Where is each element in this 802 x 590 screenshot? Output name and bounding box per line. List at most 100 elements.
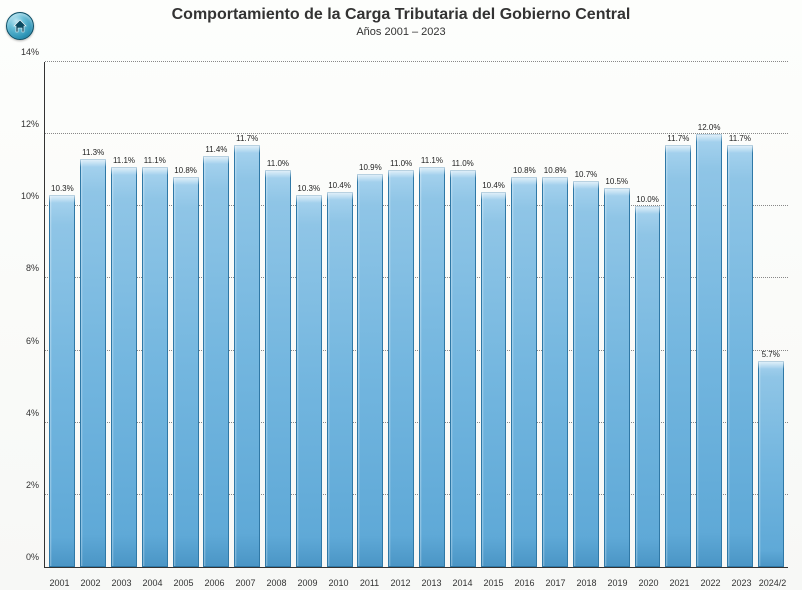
bar-value-label: 10.8% xyxy=(544,166,567,175)
x-tick-label: 2020 xyxy=(633,578,664,588)
x-tick-label: 2001 xyxy=(44,578,75,588)
y-tick-label: 8% xyxy=(26,263,45,273)
bar-slot: 11.1% xyxy=(139,62,170,567)
x-tick-label: 2021 xyxy=(664,578,695,588)
bar-value-label: 11.4% xyxy=(205,145,227,154)
bar-slot: 10.7% xyxy=(571,62,602,567)
y-tick-label: 12% xyxy=(21,119,45,129)
bar-value-label: 10.4% xyxy=(482,181,505,190)
bar-value-label: 11.7% xyxy=(236,134,258,143)
x-tick-label: 2015 xyxy=(478,578,509,588)
bar: 10.8% xyxy=(173,177,199,567)
bar: 10.4% xyxy=(327,192,353,567)
bar-slot: 10.3% xyxy=(293,62,324,567)
bar-value-label: 5.7% xyxy=(762,350,780,359)
bar-value-label: 12.0% xyxy=(698,123,721,132)
bar-value-label: 10.9% xyxy=(359,163,382,172)
bar-slot: 11.3% xyxy=(78,62,109,567)
bar-slot: 10.8% xyxy=(170,62,201,567)
bar-slot: 12.0% xyxy=(694,62,725,567)
y-tick-label: 2% xyxy=(26,480,45,490)
bar-value-label: 11.7% xyxy=(667,134,689,143)
bar-value-label: 11.1% xyxy=(144,156,166,165)
x-tick-label: 2023 xyxy=(726,578,757,588)
home-icon[interactable] xyxy=(6,12,34,40)
bar: 11.7% xyxy=(665,145,691,567)
bar-slot: 11.1% xyxy=(109,62,140,567)
x-tick-label: 2022 xyxy=(695,578,726,588)
chart-subtitle: Años 2001 – 2023 xyxy=(0,26,802,38)
bar-slot: 10.5% xyxy=(601,62,632,567)
bar-slot: 10.0% xyxy=(632,62,663,567)
bar: 11.7% xyxy=(234,145,260,567)
bar: 10.4% xyxy=(481,192,507,567)
x-tick-label: 2017 xyxy=(540,578,571,588)
bar: 5.7% xyxy=(758,361,784,567)
x-tick-label: 2004 xyxy=(137,578,168,588)
x-tick-label: 2008 xyxy=(261,578,292,588)
bar-slot: 11.0% xyxy=(447,62,478,567)
bar-slot: 11.0% xyxy=(386,62,417,567)
y-tick-label: 14% xyxy=(21,47,45,57)
bar-value-label: 10.7% xyxy=(575,170,598,179)
bar-value-label: 11.1% xyxy=(421,156,443,165)
bar: 10.8% xyxy=(511,177,537,567)
bar-slot: 10.4% xyxy=(324,62,355,567)
bar: 11.1% xyxy=(111,167,137,567)
x-tick-label: 2010 xyxy=(323,578,354,588)
chart-plot-area: 0%2%4%6%8%10%12%14%10.3%11.3%11.1%11.1%1… xyxy=(44,62,788,568)
bar-value-label: 10.5% xyxy=(605,177,628,186)
bar-slot: 10.3% xyxy=(47,62,78,567)
bar-value-label: 11.3% xyxy=(82,148,104,157)
bar-value-label: 10.4% xyxy=(328,181,351,190)
bar: 11.3% xyxy=(80,159,106,567)
bar-slot: 11.4% xyxy=(201,62,232,567)
bar: 11.1% xyxy=(419,167,445,567)
chart-title: Comportamiento de la Carga Tributaria de… xyxy=(0,6,802,24)
x-tick-label: 2016 xyxy=(509,578,540,588)
bar-slot: 11.7% xyxy=(725,62,756,567)
bar-value-label: 11.0% xyxy=(267,159,289,168)
bar-slot: 10.9% xyxy=(355,62,386,567)
bar: 11.1% xyxy=(142,167,168,567)
bar-slot: 11.0% xyxy=(263,62,294,567)
bar: 11.0% xyxy=(388,170,414,567)
bar: 10.0% xyxy=(635,206,661,567)
x-tick-label: 2002 xyxy=(75,578,106,588)
x-tick-label: 2007 xyxy=(230,578,261,588)
bar: 10.3% xyxy=(296,195,322,567)
bar-value-label: 11.0% xyxy=(390,159,412,168)
bar: 10.5% xyxy=(604,188,630,567)
bar-value-label: 10.3% xyxy=(297,184,320,193)
x-tick-label: 2003 xyxy=(106,578,137,588)
x-tick-label: 2006 xyxy=(199,578,230,588)
bar: 11.4% xyxy=(203,156,229,567)
x-tick-label: 2024/2 xyxy=(757,578,788,588)
x-tick-label: 2011 xyxy=(354,578,385,588)
x-tick-label: 2009 xyxy=(292,578,323,588)
bar-value-label: 10.8% xyxy=(513,166,536,175)
bar: 12.0% xyxy=(696,134,722,567)
x-tick-label: 2012 xyxy=(385,578,416,588)
x-tick-label: 2013 xyxy=(416,578,447,588)
bar-value-label: 10.0% xyxy=(636,195,659,204)
bar-slot: 10.4% xyxy=(478,62,509,567)
bar-slot: 10.8% xyxy=(509,62,540,567)
home-glyph xyxy=(12,18,28,34)
y-tick-label: 6% xyxy=(26,336,45,346)
y-tick-label: 10% xyxy=(21,191,45,201)
bar: 10.9% xyxy=(357,174,383,567)
x-tick-label: 2005 xyxy=(168,578,199,588)
bar-value-label: 11.7% xyxy=(729,134,751,143)
bars-container: 10.3%11.3%11.1%11.1%10.8%11.4%11.7%11.0%… xyxy=(45,62,788,567)
bar: 11.7% xyxy=(727,145,753,567)
x-tick-label: 2019 xyxy=(602,578,633,588)
bar: 10.8% xyxy=(542,177,568,567)
bar: 11.0% xyxy=(265,170,291,567)
bar: 11.0% xyxy=(450,170,476,567)
bar: 10.7% xyxy=(573,181,599,567)
bar-value-label: 11.0% xyxy=(452,159,474,168)
bar-slot: 11.7% xyxy=(663,62,694,567)
x-tick-label: 2014 xyxy=(447,578,478,588)
bar-value-label: 11.1% xyxy=(113,156,135,165)
